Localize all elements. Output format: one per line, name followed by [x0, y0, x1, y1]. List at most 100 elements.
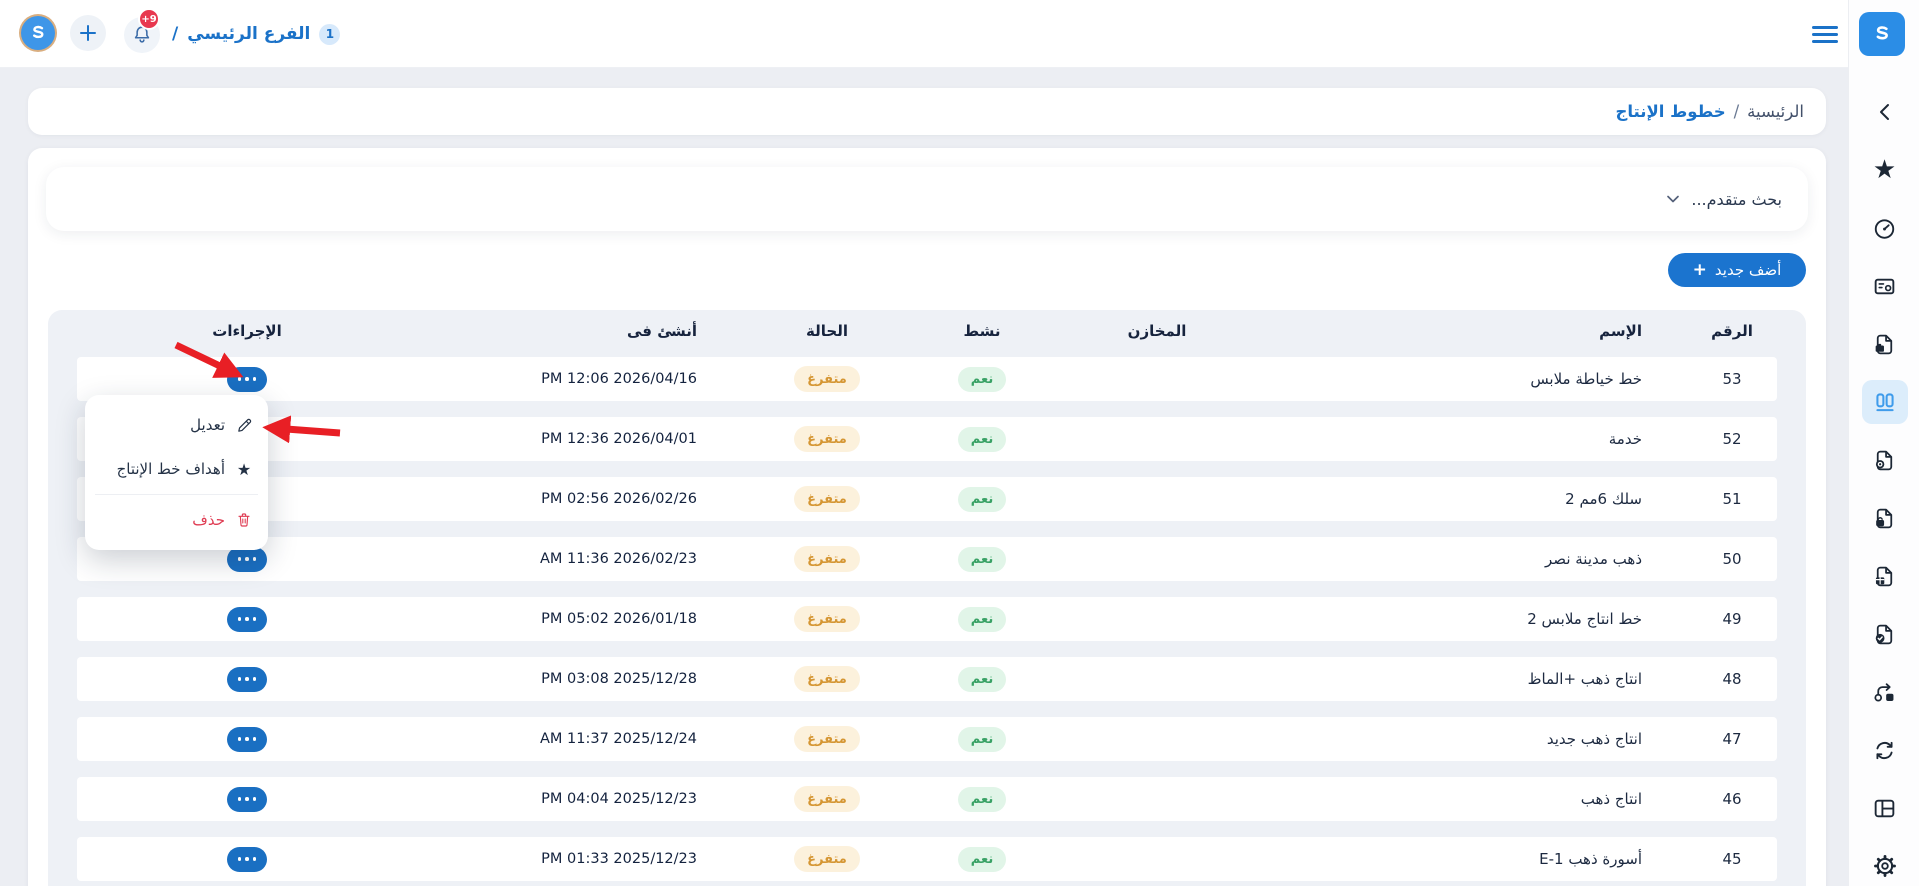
- status-badge: متفرغ: [794, 546, 860, 572]
- trash-icon: [235, 512, 253, 528]
- active-badge: نعم: [957, 426, 1007, 452]
- active-badge: نعم: [957, 606, 1007, 632]
- sidebar-item-sync[interactable]: [1856, 721, 1914, 779]
- app-logo-icon: [21, 16, 55, 50]
- row-name: خط انتاج ملابس 2: [1527, 610, 1642, 628]
- advanced-search-label: بحث متقدم...: [1691, 189, 1782, 209]
- row-name: أسورة ذهب E-1: [1539, 850, 1642, 868]
- sidebar-item-workflow[interactable]: [1856, 663, 1914, 721]
- menu-divider: [95, 494, 258, 495]
- sidebar-item-layout[interactable]: [1856, 779, 1914, 837]
- row-created-date: PM 04:04 2025/12/23: [541, 791, 697, 807]
- column-header-status: الحالة: [806, 322, 848, 340]
- sidebar-item-finance-documents[interactable]: [1856, 431, 1914, 489]
- column-header-actions: الإجراءات: [212, 322, 282, 340]
- active-badge: نعم: [957, 786, 1007, 812]
- advanced-search-toggle[interactable]: بحث متقدم...: [46, 167, 1808, 231]
- row-name: انتاج ذهب: [1580, 790, 1642, 808]
- table-row: 48 انتاج ذهب +الماظ نعم متفرغ PM 03:08 2…: [77, 657, 1777, 701]
- active-badge: نعم: [957, 366, 1007, 392]
- table-row: 53 خط خياطة ملابس نعم متفرغ PM 12:06 202…: [77, 357, 1777, 401]
- sidebar-nav: ★: [1849, 83, 1919, 886]
- row-name: انتاج ذهب +الماظ: [1527, 670, 1642, 688]
- plus-icon: [80, 25, 96, 41]
- row-actions-button[interactable]: [227, 666, 267, 692]
- column-header-created: أنشئ فى: [626, 322, 697, 340]
- row-name: خط خياطة ملابس: [1530, 370, 1642, 388]
- hamburger-menu-icon[interactable]: [1812, 26, 1838, 43]
- row-actions-button[interactable]: [227, 726, 267, 752]
- column-header-warehouses: المخازن: [1127, 322, 1187, 340]
- branch-name: الفرع الرئيسي: [187, 24, 311, 44]
- branch-breadcrumb[interactable]: / الفرع الرئيسي 1: [172, 20, 341, 48]
- row-actions-button[interactable]: [227, 546, 267, 572]
- document-briefcase-icon: [1862, 322, 1908, 366]
- document-coin-icon: [1862, 438, 1908, 482]
- settings-gear-icon: [1862, 844, 1908, 886]
- active-badge: نعم: [957, 486, 1007, 512]
- star-icon: ★: [236, 459, 252, 479]
- chevron-left-icon: [1862, 90, 1908, 134]
- sidebar-item-production-lines[interactable]: [1856, 373, 1914, 431]
- sidebar-item-dashboard[interactable]: [1856, 199, 1914, 257]
- pencil-icon: [235, 417, 253, 434]
- row-id: 46: [1722, 790, 1742, 808]
- table-header-row: الرقم الإسم المخازن نشط الحالة أنشئ فى ا…: [77, 310, 1777, 352]
- row-id: 50: [1722, 550, 1742, 568]
- sidebar-item-settings[interactable]: [1856, 837, 1914, 886]
- sidebar-item-pos-register[interactable]: [1856, 257, 1914, 315]
- star-icon: ★: [1872, 155, 1897, 185]
- breadcrumb-separator: /: [1733, 102, 1740, 121]
- menu-item-label: تعديل: [190, 416, 225, 434]
- branch-count-badge: 1: [319, 23, 341, 45]
- app-logo[interactable]: [19, 14, 57, 52]
- add-new-button[interactable]: أضف جديد +: [1668, 253, 1806, 287]
- row-id: 48: [1722, 670, 1742, 688]
- row-actions-button[interactable]: [227, 786, 267, 812]
- add-new-label: أضف جديد: [1714, 261, 1782, 279]
- notifications-count-badge: +9: [138, 8, 160, 30]
- row-name: خدمة: [1608, 430, 1642, 448]
- main-content-card: بحث متقدم... أضف جديد + الرقم الإسم المخ…: [28, 148, 1826, 886]
- top-header-bar: +9 / الفرع الرئيسي 1: [0, 0, 1848, 68]
- sidebar-logo[interactable]: [1859, 12, 1905, 56]
- menu-item-delete[interactable]: حذف: [85, 498, 268, 542]
- active-badge: نعم: [957, 726, 1007, 752]
- column-header-name: الإسم: [1599, 322, 1642, 340]
- active-badge: نعم: [957, 666, 1007, 692]
- table-row: 49 خط انتاج ملابس 2 نعم متفرغ PM 05:02 2…: [77, 597, 1777, 641]
- row-actions-button[interactable]: [227, 846, 267, 872]
- row-id: 47: [1722, 730, 1742, 748]
- status-badge: متفرغ: [794, 606, 860, 632]
- quick-add-button[interactable]: [70, 15, 106, 51]
- sidebar-item-purchases-documents[interactable]: [1856, 489, 1914, 547]
- status-badge: متفرغ: [794, 846, 860, 872]
- workflow-icon: [1862, 670, 1908, 714]
- breadcrumb-home-link[interactable]: الرئيسية: [1747, 102, 1804, 121]
- row-id: 45: [1722, 850, 1742, 868]
- menu-item-edit[interactable]: تعديل: [85, 403, 268, 447]
- sidebar-item-inventory-documents[interactable]: [1856, 547, 1914, 605]
- row-actions-button[interactable]: [227, 606, 267, 632]
- sidebar-item-collapse[interactable]: [1856, 83, 1914, 141]
- row-id: 51: [1722, 490, 1742, 508]
- production-lines-icon: [1861, 380, 1908, 424]
- sidebar-item-hr-documents[interactable]: [1856, 315, 1914, 373]
- sidebar-item-favorites[interactable]: ★: [1856, 141, 1914, 199]
- sidebar-item-approvals-documents[interactable]: [1856, 605, 1914, 663]
- active-badge: نعم: [957, 846, 1007, 872]
- status-badge: متفرغ: [794, 666, 860, 692]
- menu-item-production-goals[interactable]: ★ أهداف خط الإنتاج: [85, 447, 268, 491]
- row-created-date: PM 12:36 2026/04/01: [541, 431, 697, 447]
- row-actions-button[interactable]: [227, 366, 267, 392]
- row-created-date: AM 11:36 2026/02/23: [539, 551, 697, 567]
- breadcrumb-bar: الرئيسية / خطوط الإنتاج: [28, 88, 1826, 135]
- production-lines-table: الرقم الإسم المخازن نشط الحالة أنشئ فى ا…: [48, 310, 1806, 886]
- icon-sidebar: ★: [1848, 0, 1919, 886]
- status-badge: متفرغ: [794, 366, 860, 392]
- column-header-active: نشط: [963, 322, 1001, 340]
- table-row: 45 أسورة ذهب E-1 نعم متفرغ PM 01:33 2025…: [77, 837, 1777, 881]
- menu-item-label: حذف: [192, 511, 225, 529]
- table-row: 52 خدمة نعم متفرغ PM 12:36 2026/04/01: [77, 417, 1777, 461]
